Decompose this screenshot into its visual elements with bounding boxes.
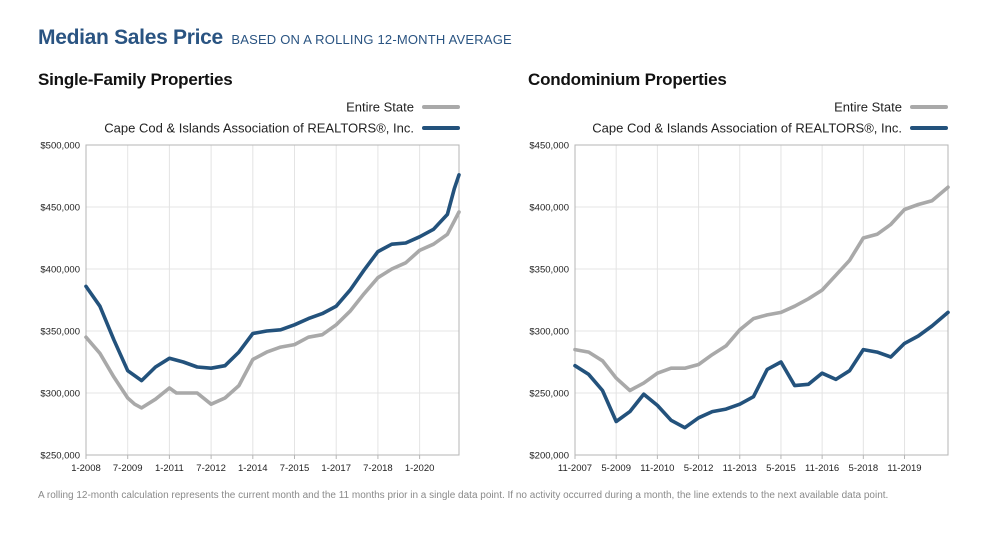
single-family-x-tick-label: 7-2015 — [280, 463, 310, 474]
single-family-x-tick-label: 1-2008 — [71, 463, 101, 474]
condominium-x-tick-label: 5-2018 — [849, 463, 879, 474]
condominium-x-tick-label: 11-2007 — [558, 463, 592, 474]
page-title-subtitle: BASED ON A ROLLING 12-MONTH AVERAGE — [231, 32, 512, 47]
condominium-x-tick-label: 11-2016 — [805, 463, 839, 474]
single-family-x-tick-label: 7-2018 — [363, 463, 393, 474]
page-title-main: Median Sales Price — [38, 26, 223, 49]
condominium-y-tick-label: $300,000 — [529, 327, 569, 338]
single-family-chart-title: Single-Family Properties — [38, 70, 233, 89]
condominium-x-tick-label: 5-2012 — [684, 463, 714, 474]
single-family-x-tick-label: 1-2017 — [321, 463, 351, 474]
condominium-x-tick-label: 11-2013 — [723, 463, 757, 474]
condominium-legend-label-cape-cod-islands: Cape Cod & Islands Association of REALTO… — [592, 121, 902, 136]
footnote: A rolling 12-month calculation represent… — [38, 490, 889, 501]
single-family-y-tick-label: $300,000 — [40, 389, 80, 400]
single-family-x-tick-label: 1-2020 — [405, 463, 435, 474]
condominium-legend-label-entire-state: Entire State — [834, 100, 902, 115]
single-family-y-tick-label: $250,000 — [40, 451, 80, 462]
page-title: Median Sales Price BASED ON A ROLLING 12… — [38, 26, 512, 50]
condominium-chart-title: Condominium Properties — [528, 70, 727, 89]
single-family-y-tick-label: $350,000 — [40, 327, 80, 338]
condominium-series-line-entire-state — [573, 185, 950, 393]
condominium-y-tick-label: $250,000 — [529, 389, 569, 400]
condominium-y-tick-label: $350,000 — [529, 265, 569, 276]
single-family-x-tick-label: 1-2011 — [155, 463, 184, 474]
single-family-chart: $250,000 $300,000 $350,000 $400,000 $450,000… — [40, 100, 461, 474]
single-family-x-tick-label: 7-2009 — [113, 463, 143, 474]
condominium-y-tick-label: $400,000 — [529, 203, 569, 214]
single-family-legend-label-entire-state: Entire State — [346, 100, 414, 115]
single-family-series-line-cape-cod-islands — [84, 173, 461, 383]
condominium-plot-frame — [574, 144, 949, 456]
single-family-legend-label-cape-cod-islands: Cape Cod & Islands Association of REALTO… — [104, 121, 414, 136]
condominium-x-tick-label: 5-2009 — [601, 463, 631, 474]
single-family-series-line-entire-state — [84, 210, 461, 410]
condominium-x-tick-label: 11-2010 — [640, 463, 674, 474]
condominium-x-tick-label: 11-2019 — [887, 463, 921, 474]
single-family-x-tick-label: 1-2014 — [238, 463, 268, 474]
single-family-chart-panel: Single-Family Properties $250,000 $300,00… — [38, 64, 508, 484]
condominium-y-tick-label: $450,000 — [529, 141, 569, 152]
single-family-y-tick-label: $400,000 — [40, 265, 80, 276]
condominium-y-tick-label: $200,000 — [529, 451, 569, 462]
single-family-y-tick-label: $500,000 — [40, 141, 80, 152]
single-family-y-tick-label: $450,000 — [40, 203, 80, 214]
condominium-chart-panel: Condominium Properties $200,000 $250,000 $… — [490, 64, 960, 484]
condominium-chart: $200,000 $250,000 $300,000 $350,000 $400,000… — [529, 100, 950, 474]
single-family-x-tick-label: 7-2012 — [196, 463, 226, 474]
condominium-series-line-cape-cod-islands — [573, 310, 950, 430]
condominium-x-tick-label: 5-2015 — [766, 463, 796, 474]
single-family-plot-frame — [85, 144, 460, 456]
